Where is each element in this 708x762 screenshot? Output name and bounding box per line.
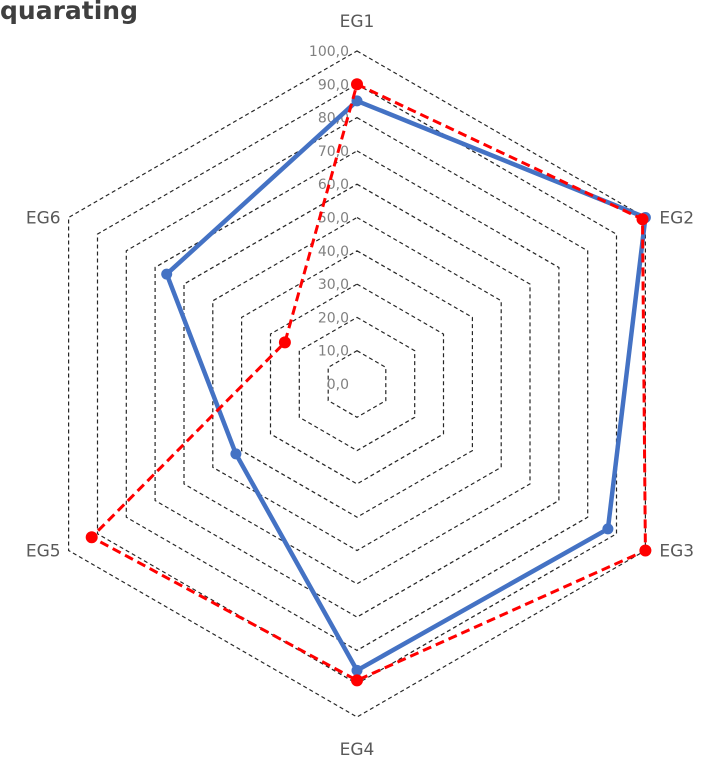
tick-label: 100,0 [309, 44, 349, 60]
category-label-eg4: EG4 [340, 740, 375, 760]
tick-label: 0,0 [327, 377, 349, 393]
grid-ring [298, 316, 416, 452]
tick-label: 30,0 [318, 277, 349, 293]
grid-ring [269, 283, 445, 485]
category-label-eg1: EG1 [340, 12, 375, 32]
series-2-point-eg4 [351, 674, 363, 687]
series-2-point-eg3 [639, 544, 652, 557]
category-label-eg2: EG2 [659, 209, 694, 229]
category-label-eg3: EG3 [659, 542, 694, 562]
tick-label: 50,0 [318, 211, 349, 227]
tick-label: 70,0 [318, 144, 349, 160]
grid-ring [183, 183, 531, 585]
chart-title: quarating [0, 0, 138, 25]
series-1-point-eg4 [351, 664, 363, 676]
radial-axis-ticks: 0,010,020,030,040,050,060,070,080,090,01… [309, 44, 349, 393]
series-1-point-eg3 [602, 523, 614, 535]
series-1-point-eg5 [230, 448, 242, 460]
category-labels: EG1 EG2 EG3 EG4 EG5 EG6 [26, 12, 694, 760]
series-2-point-eg2 [636, 213, 649, 226]
series-1-point-eg6 [161, 268, 173, 280]
series-2 [85, 78, 652, 687]
series-2-line [90, 82, 647, 682]
category-label-eg5: EG5 [26, 542, 61, 562]
grid-ring [125, 116, 589, 652]
series-layer [85, 78, 652, 687]
tick-label: 10,0 [318, 344, 349, 360]
radar-grid [67, 50, 647, 718]
category-label-eg6: EG6 [26, 209, 61, 229]
grid-ring [212, 216, 502, 552]
series-2-point-eg1 [351, 78, 363, 91]
tick-label: 90,0 [318, 77, 349, 93]
tick-label: 20,0 [318, 310, 349, 326]
grid-ring [241, 250, 473, 518]
tick-label: 40,0 [318, 244, 349, 260]
series-2-point-eg6 [278, 336, 291, 349]
tick-label: 60,0 [318, 177, 349, 193]
grid-ring [154, 150, 560, 618]
grid-ring [327, 350, 387, 418]
series-2-point-eg5 [85, 531, 98, 544]
series-1 [161, 95, 651, 676]
